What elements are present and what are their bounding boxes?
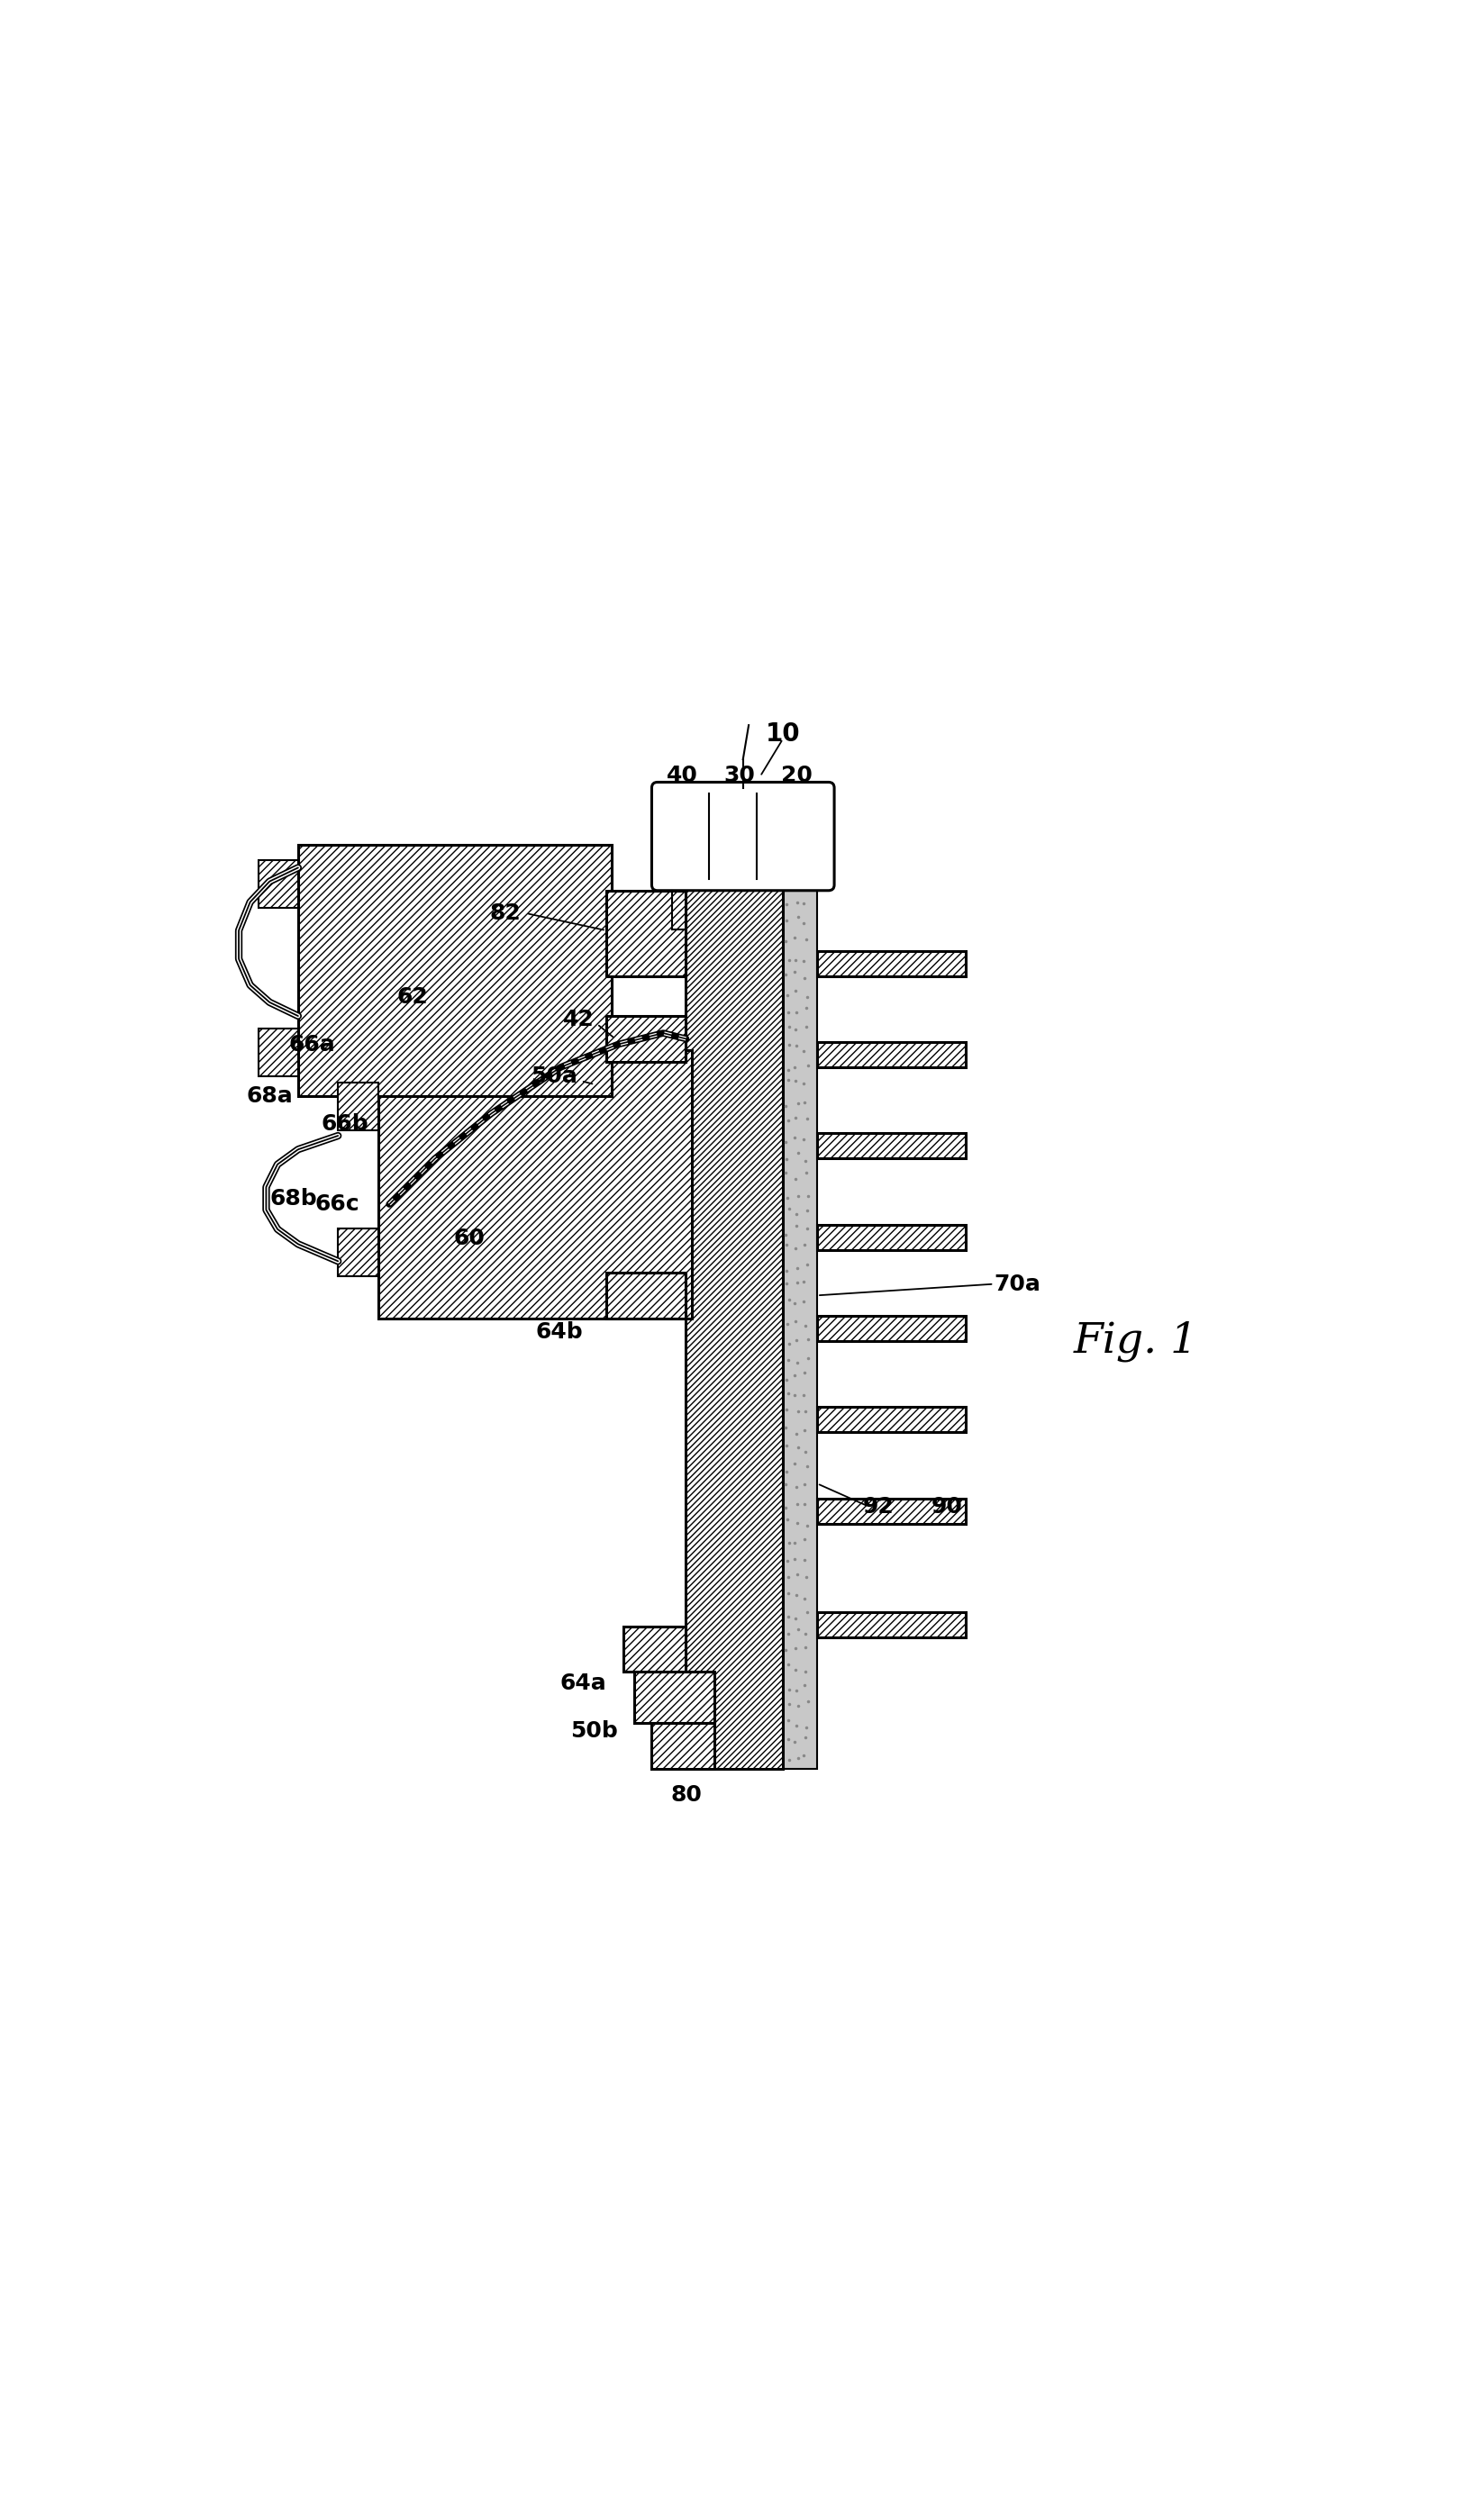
Bar [339,1227,378,1275]
Text: 64a: 64a [559,1673,606,1693]
Bar [378,1051,692,1318]
Text: 70a: 70a [994,1273,1041,1295]
Text: 66b: 66b [321,1114,368,1134]
Text: 50a: 50a [531,1066,577,1086]
Text: 60: 60 [453,1227,484,1250]
Bar [623,1625,686,1671]
Bar [817,1315,966,1341]
Bar [686,811,783,1769]
Bar [783,811,817,1769]
Text: 82: 82 [489,902,521,925]
Bar [817,1499,966,1525]
Bar [634,1671,714,1724]
Text: 68b: 68b [269,1187,316,1210]
Text: 68a: 68a [247,1086,293,1106]
Text: 10: 10 [765,721,801,746]
Bar [606,1016,686,1061]
Bar [606,890,686,975]
Bar [817,1225,966,1250]
Bar [817,1613,966,1638]
Text: 80: 80 [670,1784,702,1807]
Text: 92: 92 [863,1494,894,1517]
Text: 66c: 66c [315,1194,359,1215]
FancyBboxPatch shape [652,781,835,890]
Bar [817,950,966,975]
Bar [817,1043,966,1068]
Bar [817,1134,966,1159]
Bar [652,1724,714,1769]
Bar [606,1273,686,1318]
Text: Fig. 1: Fig. 1 [1075,1320,1198,1361]
Text: 42: 42 [564,1008,595,1031]
Bar [817,1406,966,1431]
Text: 30: 30 [724,764,755,786]
Text: 64b: 64b [536,1320,583,1343]
Bar [258,859,297,907]
Text: 40: 40 [667,764,698,786]
Text: 50b: 50b [570,1721,618,1741]
Text: 90: 90 [932,1494,963,1517]
Bar [297,844,612,1096]
Text: 20: 20 [782,764,813,786]
Text: 62: 62 [396,985,428,1008]
Text: 66a: 66a [289,1033,336,1056]
Bar [339,1081,378,1129]
Bar [258,1028,297,1076]
